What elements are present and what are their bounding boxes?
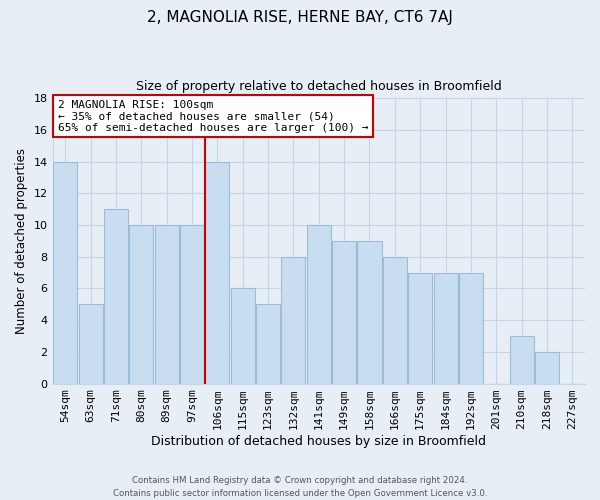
Text: 2 MAGNOLIA RISE: 100sqm
← 35% of detached houses are smaller (54)
65% of semi-de: 2 MAGNOLIA RISE: 100sqm ← 35% of detache…: [58, 100, 368, 133]
Bar: [307, 225, 331, 384]
Text: Contains HM Land Registry data © Crown copyright and database right 2024.
Contai: Contains HM Land Registry data © Crown c…: [113, 476, 487, 498]
Bar: [104, 210, 128, 384]
Bar: [180, 225, 204, 384]
X-axis label: Distribution of detached houses by size in Broomfield: Distribution of detached houses by size …: [151, 434, 486, 448]
Bar: [53, 162, 77, 384]
Y-axis label: Number of detached properties: Number of detached properties: [15, 148, 28, 334]
Bar: [459, 272, 483, 384]
Bar: [281, 257, 305, 384]
Text: 2, MAGNOLIA RISE, HERNE BAY, CT6 7AJ: 2, MAGNOLIA RISE, HERNE BAY, CT6 7AJ: [147, 10, 453, 25]
Bar: [434, 272, 458, 384]
Bar: [205, 162, 229, 384]
Title: Size of property relative to detached houses in Broomfield: Size of property relative to detached ho…: [136, 80, 502, 93]
Bar: [535, 352, 559, 384]
Bar: [509, 336, 533, 384]
Bar: [256, 304, 280, 384]
Bar: [230, 288, 255, 384]
Bar: [358, 241, 382, 384]
Bar: [129, 225, 154, 384]
Bar: [332, 241, 356, 384]
Bar: [79, 304, 103, 384]
Bar: [155, 225, 179, 384]
Bar: [383, 257, 407, 384]
Bar: [408, 272, 432, 384]
